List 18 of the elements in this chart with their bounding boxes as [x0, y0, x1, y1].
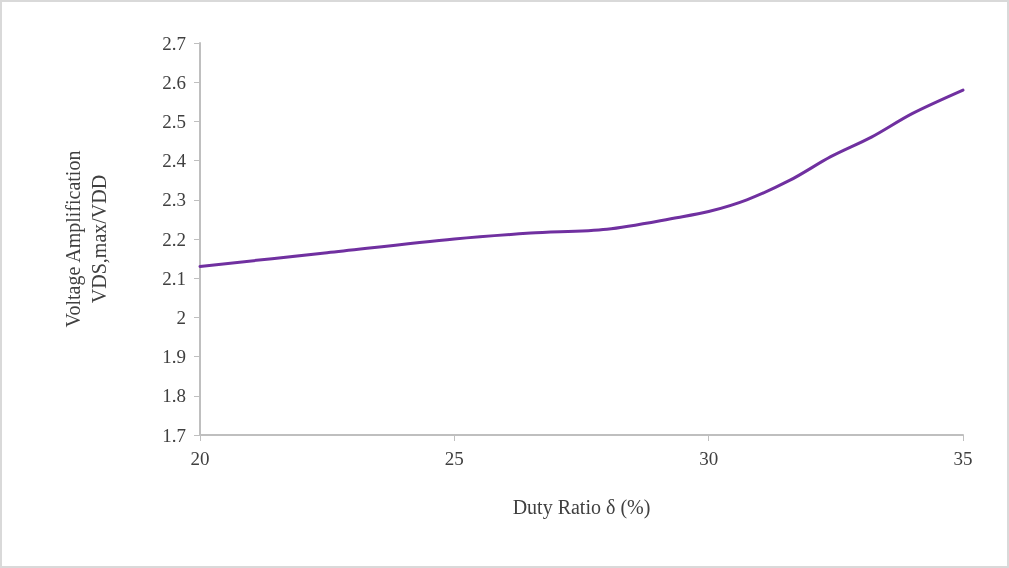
y-tick-label: 1.7	[162, 424, 186, 446]
y-tick-label: 2.1	[162, 267, 186, 289]
y-axis-title: Voltage Amplification VDS,max/VDD	[62, 150, 110, 328]
y-tick-label: 2.5	[162, 110, 186, 132]
y-tick-label: 1.9	[162, 346, 186, 368]
x-tick-label: 25	[444, 448, 464, 469]
line-series	[198, 88, 965, 268]
y-tick-label: 2.2	[162, 228, 186, 250]
x-axis-title: Duty Ratio δ (%)	[512, 496, 651, 519]
x-tick-label: 35	[953, 448, 973, 469]
x-tick-label: 30	[699, 448, 719, 469]
y-tick-label: 2	[176, 306, 186, 328]
x-tick-label: 20	[190, 448, 210, 469]
y-tick-label: 2.4	[162, 150, 187, 172]
y-tick-label: 2.3	[162, 189, 186, 211]
y-tick-label: 2.6	[162, 71, 186, 93]
y-tick-label: 2.7	[162, 32, 186, 54]
y-tick-label: 1.8	[162, 385, 186, 407]
